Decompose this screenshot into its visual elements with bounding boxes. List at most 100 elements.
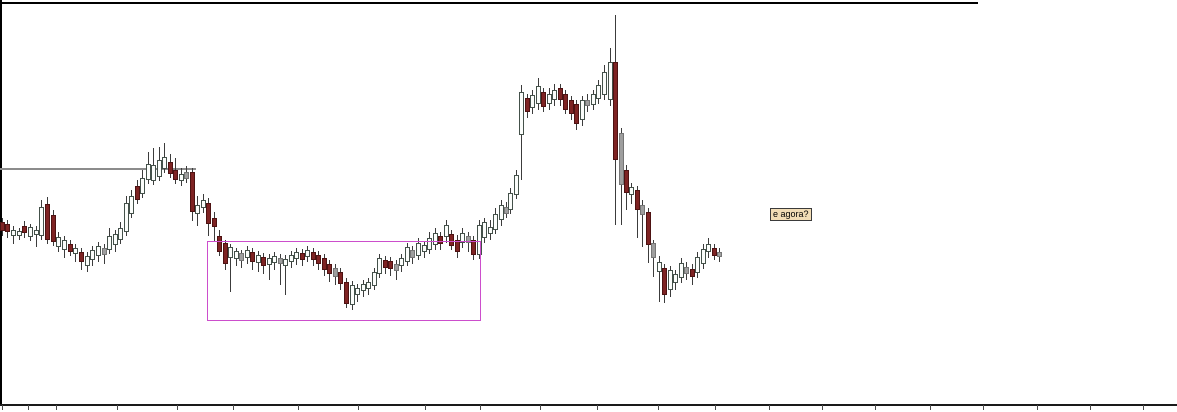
bullish-candle-body: [113, 234, 118, 245]
axis-tick: [1037, 405, 1038, 410]
bullish-candle-body: [28, 227, 33, 237]
bearish-candle-body: [316, 255, 321, 264]
bearish-candle-body: [79, 252, 84, 262]
axis-tick: [715, 405, 716, 410]
bearish-candle-body: [471, 240, 476, 255]
bearish-candle-body: [168, 162, 173, 174]
neutral-candle-body: [394, 264, 399, 271]
bearish-candle-body: [190, 172, 195, 212]
axis-tick: [769, 405, 770, 410]
axis-tick: [358, 405, 359, 410]
bullish-candle-body: [477, 225, 482, 255]
bullish-candle-body: [107, 236, 112, 250]
candle-wick: [36, 226, 37, 247]
bullish-candle-body: [140, 178, 145, 194]
neutral-candle-body: [278, 258, 283, 264]
bearish-candle-body: [212, 218, 217, 227]
chart-top-border: [0, 2, 978, 4]
bullish-candle-body: [245, 250, 250, 258]
bullish-candle-body: [499, 205, 504, 220]
bullish-candle-body: [629, 187, 634, 195]
consolidation-rectangle[interactable]: [207, 241, 481, 321]
bullish-candle-body: [267, 258, 272, 265]
bullish-candle-body: [679, 263, 684, 278]
bullish-candle-body: [416, 243, 421, 256]
bullish-candle-body: [234, 251, 239, 259]
bullish-candle-body: [673, 274, 678, 283]
bullish-candle-body: [361, 284, 366, 291]
bullish-candle-body: [96, 246, 101, 256]
bullish-candle-body: [482, 222, 487, 238]
bullish-candle-body: [405, 247, 410, 262]
bearish-candle-body: [223, 243, 228, 264]
bullish-candle-body: [34, 230, 39, 235]
neutral-candle-body: [410, 250, 415, 258]
neutral-candle-body: [585, 100, 590, 106]
bearish-candle-body: [525, 98, 530, 112]
axis-tick: [233, 405, 234, 410]
bullish-candle-body: [519, 92, 524, 135]
bearish-candle-body: [327, 264, 332, 274]
bearish-candle-body: [173, 170, 178, 180]
bullish-candle-body: [228, 247, 233, 258]
axis-tick: [117, 405, 118, 410]
bearish-candle-body: [206, 203, 211, 224]
bullish-candle-body: [62, 240, 67, 250]
bullish-candle-body: [377, 258, 382, 274]
bullish-candle-body: [552, 90, 557, 100]
candle-wick: [285, 255, 286, 295]
bullish-candle-body: [580, 100, 585, 120]
bullish-candle-body: [294, 252, 299, 259]
bullish-candle-body: [39, 207, 44, 236]
bearish-candle-body: [217, 236, 222, 252]
bullish-candle-body: [530, 95, 535, 108]
bullish-candle-body: [508, 193, 513, 210]
neutral-candle-body: [651, 243, 656, 258]
candle-wick: [637, 186, 638, 238]
bullish-candle-body: [695, 257, 700, 273]
bearish-candle-body: [635, 190, 640, 210]
bullish-candle-body: [195, 205, 200, 214]
bullish-candle-body: [536, 86, 541, 104]
axis-tick: [658, 405, 659, 410]
bullish-candle-body: [706, 244, 711, 252]
neutral-candle-body: [717, 252, 722, 257]
bullish-candle-body: [350, 285, 355, 305]
bullish-candle-body: [399, 258, 404, 266]
resistance-trendline[interactable]: [0, 168, 196, 170]
bearish-candle-body: [5, 224, 10, 232]
axis-tick: [425, 405, 426, 410]
axis-tick: [480, 405, 481, 410]
bullish-candle-body: [256, 255, 261, 263]
axis-tick: [56, 405, 57, 410]
bullish-candle-body: [460, 233, 465, 243]
candle-wick: [269, 254, 270, 280]
bearish-candle-body: [261, 257, 266, 266]
bullish-candle-body: [151, 165, 156, 181]
bullish-candle-body: [283, 259, 288, 266]
bullish-candle-body: [11, 230, 16, 236]
axis-tick: [930, 405, 931, 410]
axis-tick: [540, 405, 541, 410]
annotation-label[interactable]: e agora?: [770, 208, 812, 221]
bearish-candle-body: [646, 212, 651, 245]
bullish-candle-body: [73, 248, 78, 254]
axis-tick: [2, 405, 3, 410]
bearish-candle-body: [563, 94, 568, 110]
bearish-candle-body: [613, 62, 618, 160]
candle-wick: [280, 254, 281, 285]
candle-wick: [642, 200, 643, 247]
candle-wick: [659, 256, 660, 302]
bullish-candle-body: [146, 164, 151, 180]
bearish-candle-body: [338, 272, 343, 284]
bullish-candle-body: [129, 196, 134, 214]
bullish-candle-body: [602, 72, 607, 95]
axis-tick: [28, 405, 29, 410]
axis-tick: [983, 405, 984, 410]
neutral-candle-body: [333, 268, 338, 277]
neutral-candle-body: [640, 205, 645, 215]
bullish-candle-body: [514, 175, 519, 195]
bullish-candle-body: [366, 282, 371, 289]
axis-tick: [177, 405, 178, 410]
